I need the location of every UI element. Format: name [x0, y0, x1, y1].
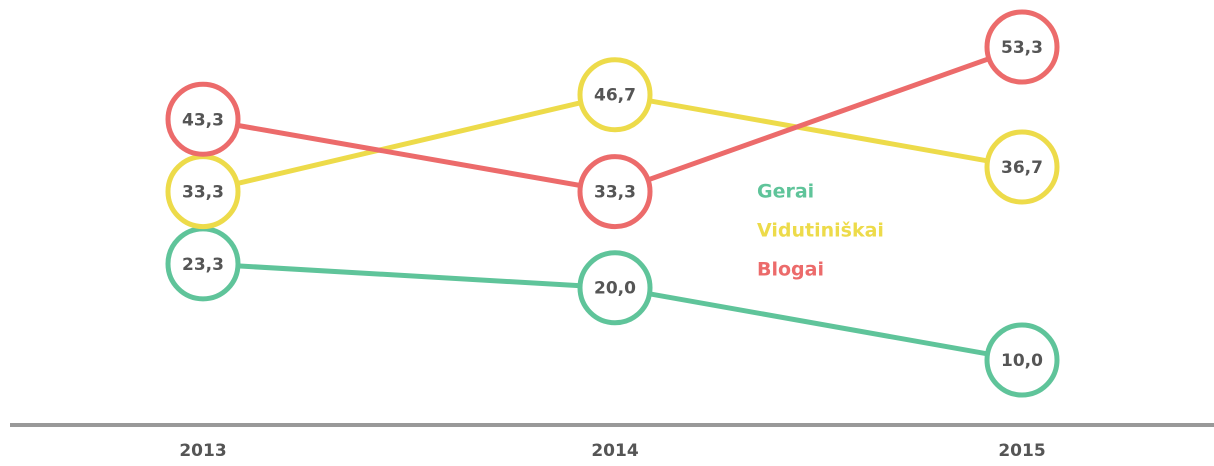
- legend-entry: Blogai: [757, 259, 824, 281]
- data-label: 23,3: [182, 255, 224, 275]
- data-label: 46,7: [594, 86, 636, 106]
- point: [577, 154, 653, 230]
- data-label: 43,3: [182, 110, 224, 130]
- x-tick-label: 2013: [179, 441, 226, 461]
- legend-entry: Vidutiniškai: [757, 220, 884, 242]
- data-label: 53,3: [1001, 38, 1043, 58]
- data-label: 20,0: [594, 279, 636, 299]
- data-label: 10,0: [1001, 351, 1043, 371]
- point: [984, 9, 1060, 85]
- point: [984, 129, 1060, 205]
- x-tick-label: 2015: [998, 441, 1045, 461]
- point: [577, 250, 653, 326]
- point: [577, 57, 653, 133]
- data-label: 33,3: [182, 183, 224, 203]
- legend-entry: Gerai: [757, 181, 814, 203]
- data-label: 33,3: [594, 183, 636, 203]
- data-label: 36,7: [1001, 158, 1043, 178]
- x-tick-label: 2014: [591, 441, 638, 461]
- point: [165, 81, 241, 157]
- point: [984, 322, 1060, 398]
